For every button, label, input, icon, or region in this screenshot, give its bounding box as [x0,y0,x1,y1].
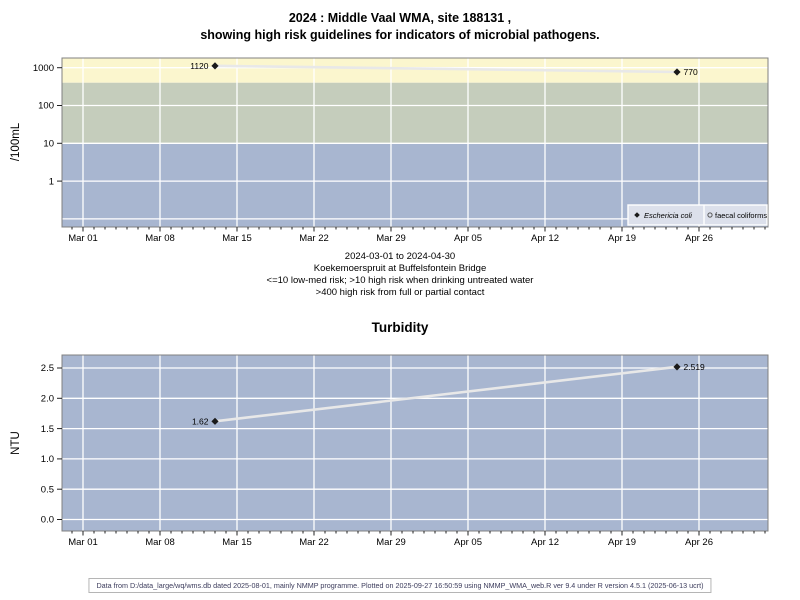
subtitle-risk-contact: >400 high risk from full or partial cont… [315,287,485,298]
x-tick-label: Apr 26 [685,233,713,244]
risk-band-high-contact [62,58,768,83]
x-tick-label: Mar 08 [145,537,175,548]
x-tick-label: Mar 15 [222,537,252,548]
y-axis-label: NTU [10,431,22,455]
series-line [213,64,679,74]
turbidity-title: Turbidity [371,320,429,335]
subtitle-risk-drinking: <=10 low-med risk; >10 high risk when dr… [266,275,534,286]
x-tick-label: Mar 22 [299,537,329,548]
subtitle-date-range: 2024-03-01 to 2024-04-30 [344,251,456,262]
y-tick-label: 1.5 [41,424,54,435]
plot-border [61,57,769,228]
y-tick-label: 2.0 [41,394,54,405]
data-point-marker [673,68,681,76]
microbial-chart: 1000 100 10 1 Mar 01 Mar 08 Mar 15 Mar 22 Mar 29… [10,57,769,244]
plot-background [62,355,768,531]
x-tick-label: Apr 19 [608,233,636,244]
y-tick-label: 2.5 [41,363,54,374]
x-tick-label: Mar 22 [299,233,329,244]
legend-marker-ecoli-icon [634,212,640,218]
data-point-label: 770 [684,67,698,77]
legend-label-faecal-coliforms: faecal coliforms [715,211,767,220]
x-tick-label: Apr 12 [531,233,559,244]
data-point-marker [673,363,681,371]
x-tick-label: Mar 08 [145,233,175,244]
x-tick-label: Mar 29 [376,537,406,548]
x-tick-label: Mar 29 [376,233,406,244]
legend-box [627,204,768,226]
subtitle-site-name: Koekemoerspruit at Buffelsfontein Bridge [313,263,487,274]
plot-border [61,354,769,532]
turbidity-chart: 0.0 0.5 1.0 1.5 2.0 2.5 Mar 01 Mar 08 Mar 15 Mar … [10,354,769,548]
legend-marker-faecal-coliforms-icon [707,212,713,218]
data-point-marker [211,417,219,425]
page-title-line1: 2024 : Middle Vaal WMA, site 188131 , [288,11,512,25]
y-tick-label: 0.0 [41,515,54,526]
y-tick-label: 1.0 [41,454,54,465]
legend-label-ecoli: Eschericia coli [644,211,692,220]
page-title-line2: showing high risk guidelines for indicat… [200,28,600,42]
chart1-subtitle: 2024-03-01 to 2024-04-30 Koekemoerspruit… [0,251,800,299]
x-tick-label: Apr 05 [454,233,482,244]
x-tick-label: Apr 05 [454,537,482,548]
x-tick-label: Mar 01 [68,537,98,548]
series-line [213,365,679,423]
x-tick-label: Apr 19 [608,537,636,548]
y-axis-label: /100mL [10,122,22,161]
x-tick-label: Apr 12 [531,537,559,548]
y-tick-label: 100 [38,101,54,112]
x-tick-label: Mar 01 [68,233,98,244]
y-tick-label: 0.5 [41,484,54,495]
x-tick-label: Mar 15 [222,233,252,244]
data-point-label: 1.62 [192,417,209,427]
y-tick-label: 1000 [33,63,54,74]
x-tick-label: Apr 26 [685,537,713,548]
risk-band-high-drinking [62,82,768,144]
data-point-label: 2.519 [684,362,706,372]
footer-provenance: Data from D:/data_large/wq/wms.db dated … [88,578,712,593]
y-tick-label: 10 [43,139,54,150]
y-tick-label: 1 [49,176,54,187]
data-point-label: 1120 [190,61,209,71]
page-title: 2024 : Middle Vaal WMA, site 188131 , sh… [0,10,800,44]
